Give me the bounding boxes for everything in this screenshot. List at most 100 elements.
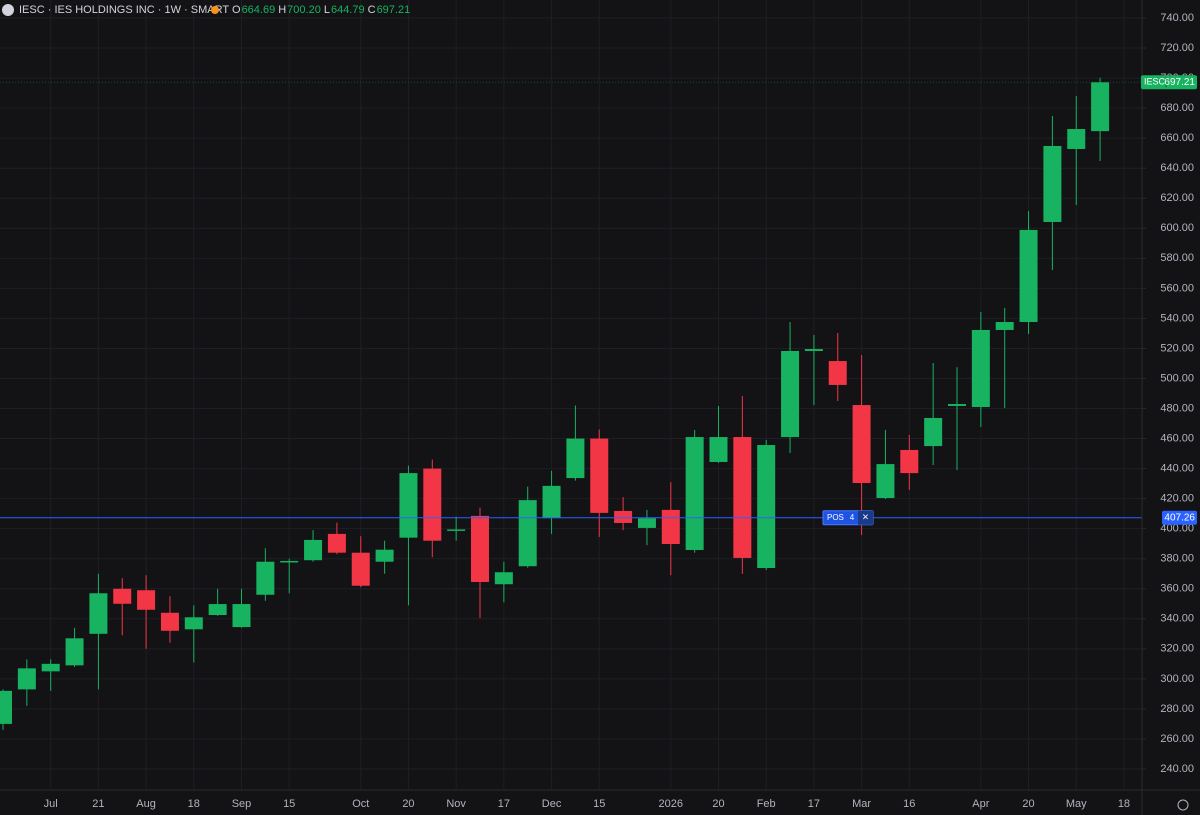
y-tick-label: 300.00	[1160, 673, 1194, 685]
y-tick-label: 440.00	[1160, 462, 1194, 474]
y-tick-label: 420.00	[1160, 493, 1194, 505]
y-tick-label: 260.00	[1160, 733, 1194, 745]
candle-body	[232, 604, 251, 628]
plot: POS 4 ×	[0, 77, 1142, 730]
ohlc-value: 697.21	[377, 4, 411, 16]
candle-body	[566, 438, 585, 479]
x-tick-label: 17	[498, 798, 510, 810]
position-quantity[interactable]: 4	[850, 513, 855, 522]
candle-body	[184, 617, 203, 630]
x-tick-label: 20	[712, 798, 724, 810]
symbol-logo	[2, 4, 14, 16]
position-tag-label[interactable]: POS	[827, 513, 844, 522]
y-tick-label: 560.00	[1160, 282, 1194, 294]
x-tick-label: 16	[903, 798, 915, 810]
candle-body	[208, 604, 227, 616]
candle-body	[828, 361, 847, 385]
axes: 240.00 260.00 280.00 300.00 320.00 340.00 360.…	[44, 12, 1197, 810]
ohlc-key: C	[368, 4, 376, 16]
ohlc-key: L	[324, 4, 330, 16]
y-tick-label: 680.00	[1160, 102, 1194, 114]
candle-body	[518, 500, 537, 567]
x-tick-label: 15	[283, 798, 295, 810]
y-tick-label: 340.00	[1160, 613, 1194, 625]
y-tick-label: 460.00	[1160, 432, 1194, 444]
ohlc-value: 700.20	[287, 4, 321, 16]
y-tick-label: 360.00	[1160, 583, 1194, 595]
candle-body	[709, 437, 728, 462]
x-tick-label: Feb	[757, 798, 776, 810]
x-tick-label: 2026	[659, 798, 683, 810]
candle-body	[685, 437, 704, 550]
y-tick-label: 720.00	[1160, 42, 1194, 54]
candle-body	[375, 549, 394, 562]
y-tick-label: 240.00	[1160, 763, 1194, 775]
settings-icon[interactable]	[1177, 799, 1189, 811]
position-close[interactable]: ×	[862, 512, 868, 524]
candle-body	[399, 473, 418, 538]
candle-body	[471, 515, 489, 582]
candle-body	[494, 572, 513, 585]
candle-body	[924, 417, 943, 447]
y-tick-label: 600.00	[1160, 222, 1194, 234]
y-tick-label: 640.00	[1160, 162, 1194, 174]
candle-body	[948, 404, 966, 406]
y-tick-label: 620.00	[1160, 192, 1194, 204]
candle-body	[280, 560, 299, 563]
candle-body	[17, 668, 36, 690]
x-tick-label: Sep	[232, 798, 252, 810]
x-tick-label: Apr	[972, 798, 989, 810]
session-icon	[211, 6, 219, 14]
candle-body	[781, 350, 800, 438]
candle-body	[113, 588, 132, 604]
x-tick-label: 15	[593, 798, 605, 810]
candle-body	[614, 510, 633, 523]
y-tick-label: 480.00	[1160, 402, 1194, 414]
ohlc-key: O	[232, 4, 241, 16]
position-price-tag	[1162, 510, 1197, 525]
position-close-box[interactable]	[858, 510, 873, 525]
candle-body	[89, 593, 108, 634]
y-tick-label: 540.00	[1160, 312, 1194, 324]
header: IESC · IES HOLDINGS INC · 1W · SMART O 66…	[2, 4, 410, 16]
x-tick-label: 20	[402, 798, 414, 810]
candle-body	[447, 529, 466, 531]
y-tick-label: 380.00	[1160, 553, 1194, 565]
candle-body	[41, 663, 60, 672]
y-tick-label: 740.00	[1160, 12, 1194, 24]
last-price-symbol: IESC	[1144, 77, 1166, 87]
candle-body	[0, 690, 12, 724]
candle-body	[804, 349, 823, 351]
ohlc-value: 644.79	[331, 4, 365, 16]
candle-body	[590, 438, 609, 513]
x-tick-label: Aug	[136, 798, 156, 810]
candle-body	[1091, 82, 1110, 132]
position-price-label: 407.26	[1164, 512, 1195, 523]
y-tick-label: 660.00	[1160, 132, 1194, 144]
candle-body	[1043, 145, 1062, 222]
candle-body	[65, 638, 84, 666]
ohlc-key: H	[278, 4, 286, 16]
y-tick-label: 320.00	[1160, 643, 1194, 655]
symbol-title: IESC · IES HOLDINGS INC · 1W · SMART	[19, 4, 229, 16]
candle-body	[971, 329, 990, 408]
ohlc-legend: O 664.69 H 700.20 L 644.79 C 697.21	[232, 4, 410, 16]
y-tick-label: 500.00	[1160, 372, 1194, 384]
last-price-tag	[1141, 75, 1197, 90]
x-tick-label: Nov	[446, 798, 466, 810]
x-tick-label: 18	[1118, 798, 1130, 810]
candle-body	[137, 590, 156, 610]
candle-body	[876, 464, 895, 499]
candle-body	[256, 561, 275, 595]
y-tick-label: 400.00	[1160, 523, 1194, 535]
settings-gear[interactable]	[1177, 799, 1189, 811]
candle-body	[327, 533, 346, 553]
x-tick-label: 18	[188, 798, 200, 810]
ohlc-value: 664.69	[242, 4, 276, 16]
x-tick-label: Oct	[352, 798, 369, 810]
x-tick-label: Dec	[542, 798, 562, 810]
x-tick-label: Mar	[852, 798, 871, 810]
y-tick-label: 520.00	[1160, 342, 1194, 354]
